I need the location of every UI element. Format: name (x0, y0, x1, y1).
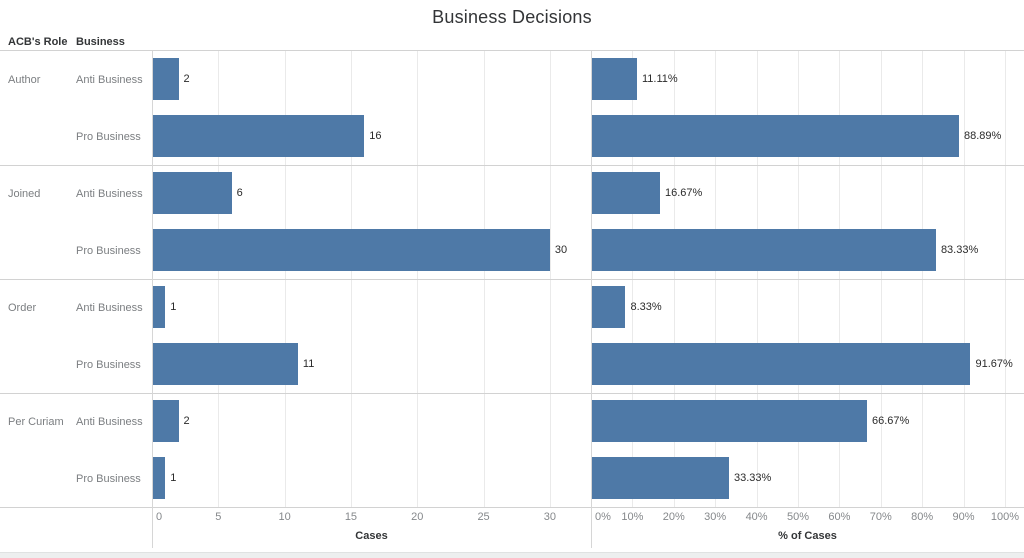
bar-author-pro-business-percent[interactable] (591, 115, 959, 157)
business-label-anti-business-row2[interactable]: Anti Business (76, 187, 143, 200)
tick-label-15: 15 (344, 511, 358, 523)
axis-baseline (0, 507, 1024, 508)
bar-value-joined-pro-business-percent: 83.33% (940, 244, 979, 256)
role-label-per-curiam[interactable]: Per Curiam (8, 415, 64, 428)
bar-value-joined-anti-business-cases: 6 (236, 187, 243, 199)
tick-label-25: 25 (477, 511, 490, 523)
tick-label-30: 30% (704, 511, 727, 523)
bar-value-per-curiam-pro-business-percent: 33.33% (733, 472, 772, 484)
role-label-order[interactable]: Order (8, 301, 37, 314)
business-label-pro-business-row3[interactable]: Pro Business (76, 244, 141, 257)
tick-label-40: 40% (745, 511, 768, 523)
group-separator-1 (0, 165, 1024, 166)
bar-joined-pro-business-cases[interactable] (152, 229, 550, 271)
bar-joined-anti-business-cases[interactable] (152, 172, 232, 214)
bar-value-author-anti-business-cases: 2 (183, 73, 190, 85)
pane-divider-center (591, 51, 592, 548)
bar-per-curiam-anti-business-cases[interactable] (152, 400, 179, 442)
business-label-pro-business-row5[interactable]: Pro Business (76, 358, 141, 371)
tick-label-30: 30 (543, 511, 556, 523)
bar-per-curiam-pro-business-cases[interactable] (152, 457, 166, 499)
bar-order-anti-business-cases[interactable] (152, 286, 166, 328)
role-label-joined[interactable]: Joined (8, 187, 41, 200)
business-label-pro-business-row1[interactable]: Pro Business (76, 130, 141, 143)
tick-label-0: 0% (595, 511, 611, 523)
group-separator-2 (0, 279, 1024, 280)
tick-label-80: 80% (911, 511, 934, 523)
bar-order-pro-business-percent[interactable] (591, 343, 971, 385)
header-underline (0, 50, 1024, 51)
bar-author-anti-business-cases[interactable] (152, 58, 179, 100)
bar-author-pro-business-cases[interactable] (152, 115, 365, 157)
bar-order-pro-business-cases[interactable] (152, 343, 298, 385)
business-label-anti-business-row4[interactable]: Anti Business (76, 301, 143, 314)
tick-label-50: 50% (786, 511, 809, 523)
pane-divider-left (152, 51, 153, 548)
group-separator-3 (0, 393, 1024, 394)
cases-axis-title: Cases (355, 530, 388, 542)
column-header-business: Business (76, 36, 125, 48)
bar-value-order-pro-business-percent: 91.67% (975, 358, 1013, 370)
business-label-pro-business-row7[interactable]: Pro Business (76, 472, 141, 485)
bar-value-per-curiam-anti-business-percent: 66.67% (871, 415, 910, 427)
tick-label-20: 20 (411, 511, 424, 523)
business-label-anti-business-row0[interactable]: Anti Business (76, 73, 143, 86)
business-label-anti-business-row6[interactable]: Anti Business (76, 415, 143, 428)
bar-value-order-pro-business-cases: 11 (302, 358, 315, 370)
tick-label-0: 0 (156, 511, 163, 523)
bar-value-author-pro-business-cases: 16 (369, 130, 382, 142)
tick-label-70: 70% (869, 511, 892, 523)
bar-order-anti-business-percent[interactable] (591, 286, 626, 328)
tick-label-90: 90% (952, 511, 975, 523)
bar-value-per-curiam-pro-business-cases: 1 (170, 472, 177, 484)
column-header-acbs-role: ACB's Role (8, 36, 68, 48)
bar-value-order-anti-business-cases: 1 (170, 301, 177, 313)
bar-value-joined-anti-business-percent: 16.67% (665, 187, 703, 199)
tick-label-20: 20% (662, 511, 685, 523)
bar-author-anti-business-percent[interactable] (591, 58, 637, 100)
tick-label-10: 10 (278, 511, 291, 523)
bar-value-order-anti-business-percent: 8.33% (630, 301, 662, 313)
tick-label-10: 10% (621, 511, 644, 523)
bar-per-curiam-anti-business-percent[interactable] (591, 400, 867, 442)
tick-label-100: 100% (990, 511, 1020, 523)
role-label-author[interactable]: Author (8, 73, 41, 86)
tick-label-60: 60% (828, 511, 851, 523)
bar-per-curiam-pro-business-percent[interactable] (591, 457, 729, 499)
bar-joined-anti-business-percent[interactable] (591, 172, 660, 214)
bar-value-per-curiam-anti-business-cases: 2 (183, 415, 190, 427)
bar-joined-pro-business-percent[interactable] (591, 229, 936, 271)
tick-label-5: 5 (215, 511, 222, 523)
percent-axis-title: % of Cases (778, 530, 837, 542)
bar-value-joined-pro-business-cases: 30 (554, 244, 568, 256)
bottom-edge-strip (0, 552, 1024, 558)
bar-value-author-anti-business-percent: 11.11% (641, 73, 678, 85)
bar-value-author-pro-business-percent: 88.89% (963, 130, 1002, 142)
chart-title: Business Decisions (432, 7, 592, 27)
